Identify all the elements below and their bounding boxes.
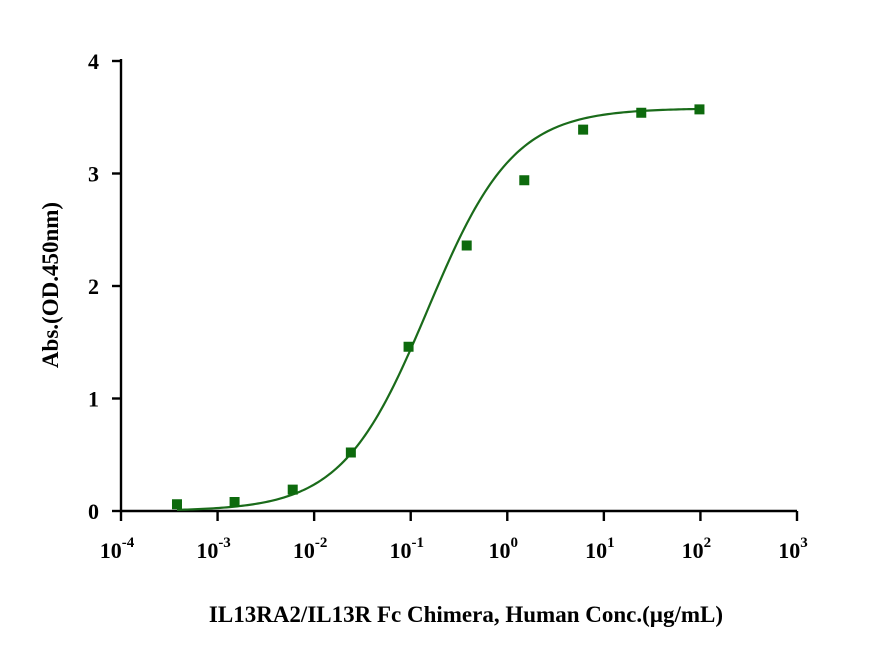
data-point: [694, 104, 705, 115]
y-tick-label: 1: [88, 387, 99, 412]
data-point: [345, 447, 356, 458]
x-tick-exponent: 2: [704, 535, 712, 551]
x-tick-exponent: 1: [607, 535, 615, 551]
x-tick-base: 10: [196, 538, 218, 563]
y-tick-label: 2: [88, 274, 99, 299]
data-point: [229, 497, 240, 507]
x-tick-label: 101: [585, 535, 615, 563]
y-axis-ticks: 0 1 2 3 4: [88, 49, 121, 524]
data-point: [287, 484, 298, 495]
data-point: [519, 175, 530, 186]
x-tick-base: 10: [778, 538, 800, 563]
x-tick-exponent: 0: [511, 535, 519, 551]
x-tick-exponent: -4: [122, 535, 135, 551]
x-tick-label: 10-2: [293, 535, 328, 563]
x-tick-base: 10: [100, 538, 122, 563]
x-tick-base: 10: [389, 538, 411, 563]
data-point: [461, 240, 472, 251]
x-tick-label: 10-4: [100, 535, 135, 563]
y-tick-label: 0: [88, 499, 99, 524]
data-point: [171, 499, 182, 510]
x-tick-exponent: -1: [411, 535, 424, 551]
x-tick-base: 10: [682, 538, 704, 563]
x-tick-base: 10: [489, 538, 511, 563]
data-point: [636, 107, 647, 118]
x-tick-base: 10: [293, 538, 315, 563]
x-tick-label: 10-1: [389, 535, 424, 563]
x-tick-exponent: 3: [800, 535, 808, 551]
x-axis-title: IL13RA2/IL13R Fc Chimera, Human Conc.(µg…: [209, 602, 723, 627]
fit-curve: [176, 107, 700, 511]
x-tick-exponent: -2: [315, 535, 328, 551]
y-tick-label: 4: [88, 49, 99, 74]
x-tick-label: 102: [682, 535, 712, 563]
data-point: [403, 341, 414, 352]
x-tick-exponent: -3: [218, 535, 231, 551]
x-axis-ticks: 10-4 10-3 10-2 10-1 100 101 102 103: [100, 511, 808, 563]
x-tick-base: 10: [585, 538, 607, 563]
data-points: [171, 104, 705, 510]
y-tick-label: 3: [88, 162, 99, 187]
data-point: [578, 124, 589, 135]
y-axis-title: Abs.(OD.450nm): [38, 202, 63, 368]
x-tick-label: 10-3: [196, 535, 231, 563]
x-tick-label: 100: [489, 535, 519, 563]
x-tick-label: 103: [778, 535, 808, 563]
